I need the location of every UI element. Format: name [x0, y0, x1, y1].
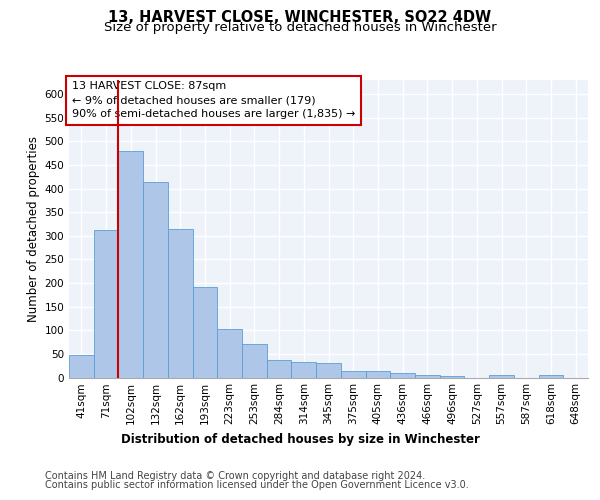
Bar: [69, 356, 94, 378]
Bar: [168, 229, 193, 378]
Bar: [415, 374, 440, 378]
Bar: [489, 375, 514, 378]
Bar: [365, 371, 390, 378]
Bar: [440, 376, 464, 378]
Text: Size of property relative to detached houses in Winchester: Size of property relative to detached ho…: [104, 21, 496, 34]
Bar: [94, 230, 118, 378]
Y-axis label: Number of detached properties: Number of detached properties: [27, 136, 40, 322]
Text: 13, HARVEST CLOSE, WINCHESTER, SO22 4DW: 13, HARVEST CLOSE, WINCHESTER, SO22 4DW: [109, 10, 491, 25]
Text: 13 HARVEST CLOSE: 87sqm
← 9% of detached houses are smaller (179)
90% of semi-de: 13 HARVEST CLOSE: 87sqm ← 9% of detached…: [71, 82, 355, 120]
Bar: [539, 375, 563, 378]
Bar: [267, 360, 292, 378]
Bar: [341, 372, 365, 378]
Bar: [217, 329, 242, 378]
Bar: [292, 362, 316, 378]
Text: Contains public sector information licensed under the Open Government Licence v3: Contains public sector information licen…: [45, 480, 469, 490]
Bar: [316, 364, 341, 378]
Bar: [143, 182, 168, 378]
Bar: [390, 373, 415, 378]
Text: Distribution of detached houses by size in Winchester: Distribution of detached houses by size …: [121, 432, 479, 446]
Bar: [193, 288, 217, 378]
Bar: [118, 151, 143, 378]
Text: Contains HM Land Registry data © Crown copyright and database right 2024.: Contains HM Land Registry data © Crown c…: [45, 471, 425, 481]
Bar: [242, 344, 267, 378]
